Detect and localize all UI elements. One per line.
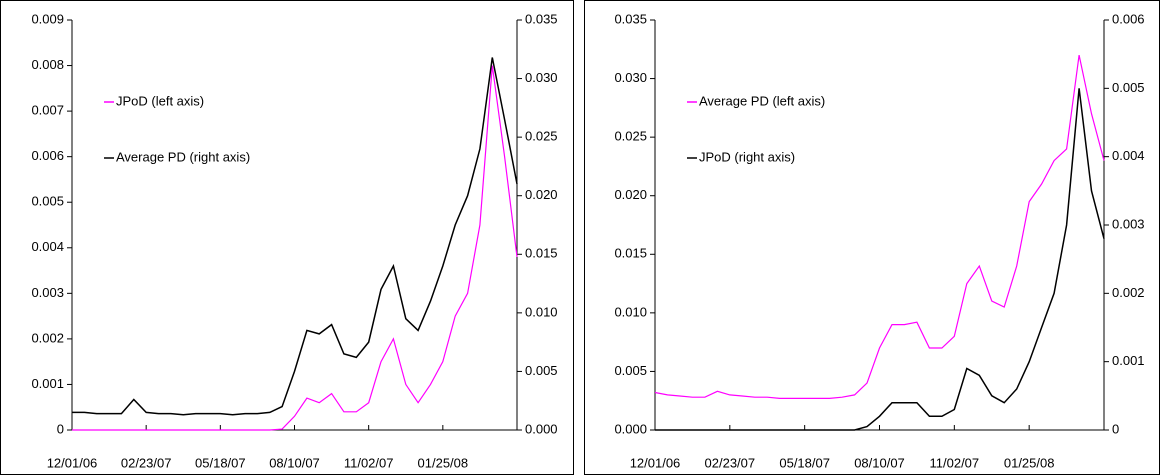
x-tick-label: 02/23/07 [705, 455, 756, 470]
x-tick-label: 11/02/07 [344, 455, 394, 470]
legend-label: JPoD (left axis) [116, 93, 204, 108]
panel-frame [0, 0, 574, 475]
x-tick-label: 08/10/07 [854, 455, 905, 470]
y-tick-label: 0.015 [614, 246, 647, 261]
y2-tick-label: 0.004 [1112, 148, 1145, 163]
y-tick-label: 0.007 [31, 103, 64, 118]
x-tick-label: 12/01/06 [630, 455, 681, 470]
y2-tick-label: 0.015 [525, 246, 558, 261]
x-tick-label: 12/01/06 [47, 455, 98, 470]
y-tick-label: 0.009 [31, 11, 64, 26]
y2-tick-label: 0.025 [525, 129, 558, 144]
series-line [72, 65, 518, 431]
y2-tick-label: 0.005 [525, 363, 558, 378]
legend-label: Average PD (right axis) [116, 149, 250, 164]
y2-tick-label: 0.030 [525, 70, 558, 85]
x-tick-label: 11/02/07 [930, 455, 980, 470]
y2-tick-label: 0.020 [525, 187, 558, 202]
y-tick-label: 0 [57, 421, 64, 436]
x-tick-label: 08/10/07 [269, 455, 320, 470]
y2-tick-label: 0.005 [1112, 80, 1145, 95]
y-tick-label: 0.020 [614, 187, 647, 202]
y2-tick-label: 0.001 [1112, 353, 1145, 368]
y-tick-label: 0.030 [614, 70, 647, 85]
legend-label: JPoD (right axis) [699, 149, 795, 164]
x-tick-label: 02/23/07 [121, 455, 172, 470]
series-line [655, 88, 1105, 431]
y2-tick-label: 0.035 [525, 11, 558, 26]
legend-label: Average PD (left axis) [699, 93, 825, 108]
panel-frame [584, 0, 1160, 475]
y-tick-label: 0.005 [31, 194, 64, 209]
y2-tick-label: 0 [1112, 421, 1119, 436]
y2-tick-label: 0.000 [525, 421, 558, 436]
y-tick-label: 0.035 [614, 11, 647, 26]
y-tick-label: 0.006 [31, 148, 64, 163]
y-tick-label: 0.025 [614, 129, 647, 144]
series-line [72, 57, 518, 416]
y-tick-label: 0.001 [31, 376, 64, 391]
y2-tick-label: 0.006 [1112, 11, 1145, 26]
y-tick-label: 0.010 [614, 304, 647, 319]
x-tick-label: 05/18/07 [195, 455, 246, 470]
y2-tick-label: 0.010 [525, 304, 558, 319]
y-tick-label: 0.003 [31, 285, 64, 300]
y-tick-label: 0.004 [31, 239, 64, 254]
y-tick-label: 0.002 [31, 330, 64, 345]
y2-tick-label: 0.003 [1112, 216, 1145, 231]
y-tick-label: 0.000 [614, 421, 647, 436]
x-tick-label: 05/18/07 [779, 455, 830, 470]
y2-tick-label: 0.002 [1112, 285, 1145, 300]
x-tick-label: 01/25/08 [1004, 455, 1055, 470]
y-tick-label: 0.005 [614, 363, 647, 378]
series-line [654, 54, 1105, 399]
y-tick-label: 0.008 [31, 57, 64, 72]
x-tick-label: 01/25/08 [418, 455, 469, 470]
